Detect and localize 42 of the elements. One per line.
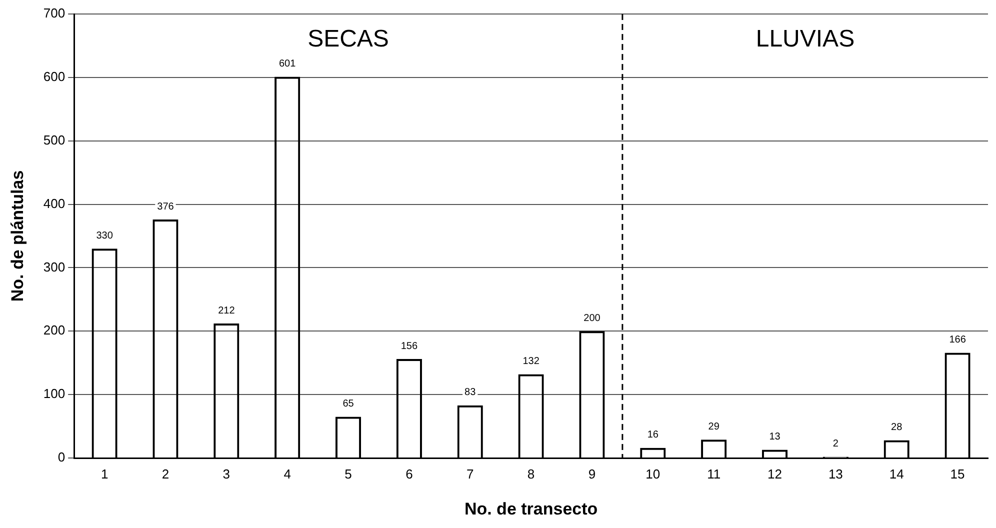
annotation: SECAS — [308, 26, 389, 53]
x-tick-label: 4 — [284, 466, 291, 482]
annotation: LLUVIAS — [756, 26, 855, 53]
y-axis-title: No. de plántulas — [8, 170, 27, 302]
x-tick-label: 5 — [344, 466, 352, 482]
y-tick-label: 600 — [43, 69, 66, 84]
y-tick-label: 300 — [43, 259, 66, 274]
y-tick-label: 700 — [43, 6, 66, 21]
x-tick-label: 13 — [828, 466, 843, 482]
y-tick-label: 500 — [43, 132, 66, 148]
data-label: 212 — [218, 305, 236, 316]
x-tick-label: 9 — [588, 466, 596, 482]
x-tick-label: 1 — [100, 466, 108, 482]
y-tick-label: 200 — [43, 322, 66, 338]
x-tick-label: 2 — [162, 466, 170, 482]
y-tick-label: 100 — [43, 386, 66, 402]
data-label: 601 — [278, 58, 296, 70]
data-label: 29 — [708, 421, 720, 432]
x-axis-title: No. de transecto — [464, 499, 598, 518]
data-label: 83 — [464, 387, 476, 398]
x-tick-label: 15 — [950, 466, 965, 482]
x-tick-label: 7 — [466, 466, 474, 482]
x-tick-label: 8 — [527, 466, 535, 482]
data-label: 132 — [522, 356, 540, 368]
x-tick-label: 3 — [222, 466, 230, 482]
data-label: 376 — [157, 201, 174, 212]
data-label: 166 — [949, 334, 966, 346]
data-label: 200 — [584, 312, 601, 324]
data-label: 65 — [342, 398, 354, 410]
x-tick-label: 10 — [646, 466, 660, 482]
data-label: 156 — [400, 340, 418, 352]
x-tick-label: 12 — [768, 466, 782, 482]
data-label: 330 — [96, 230, 114, 242]
data-label: 13 — [769, 432, 781, 443]
data-label: 28 — [891, 422, 903, 433]
data-label: 16 — [647, 430, 659, 441]
y-tick-label: 400 — [43, 196, 66, 211]
y-tick-label: 0 — [58, 450, 66, 465]
x-tick-label: 14 — [889, 466, 904, 482]
x-tick-label: 6 — [406, 466, 413, 482]
data-label: 2 — [832, 438, 839, 450]
x-tick-label: 11 — [707, 466, 721, 482]
